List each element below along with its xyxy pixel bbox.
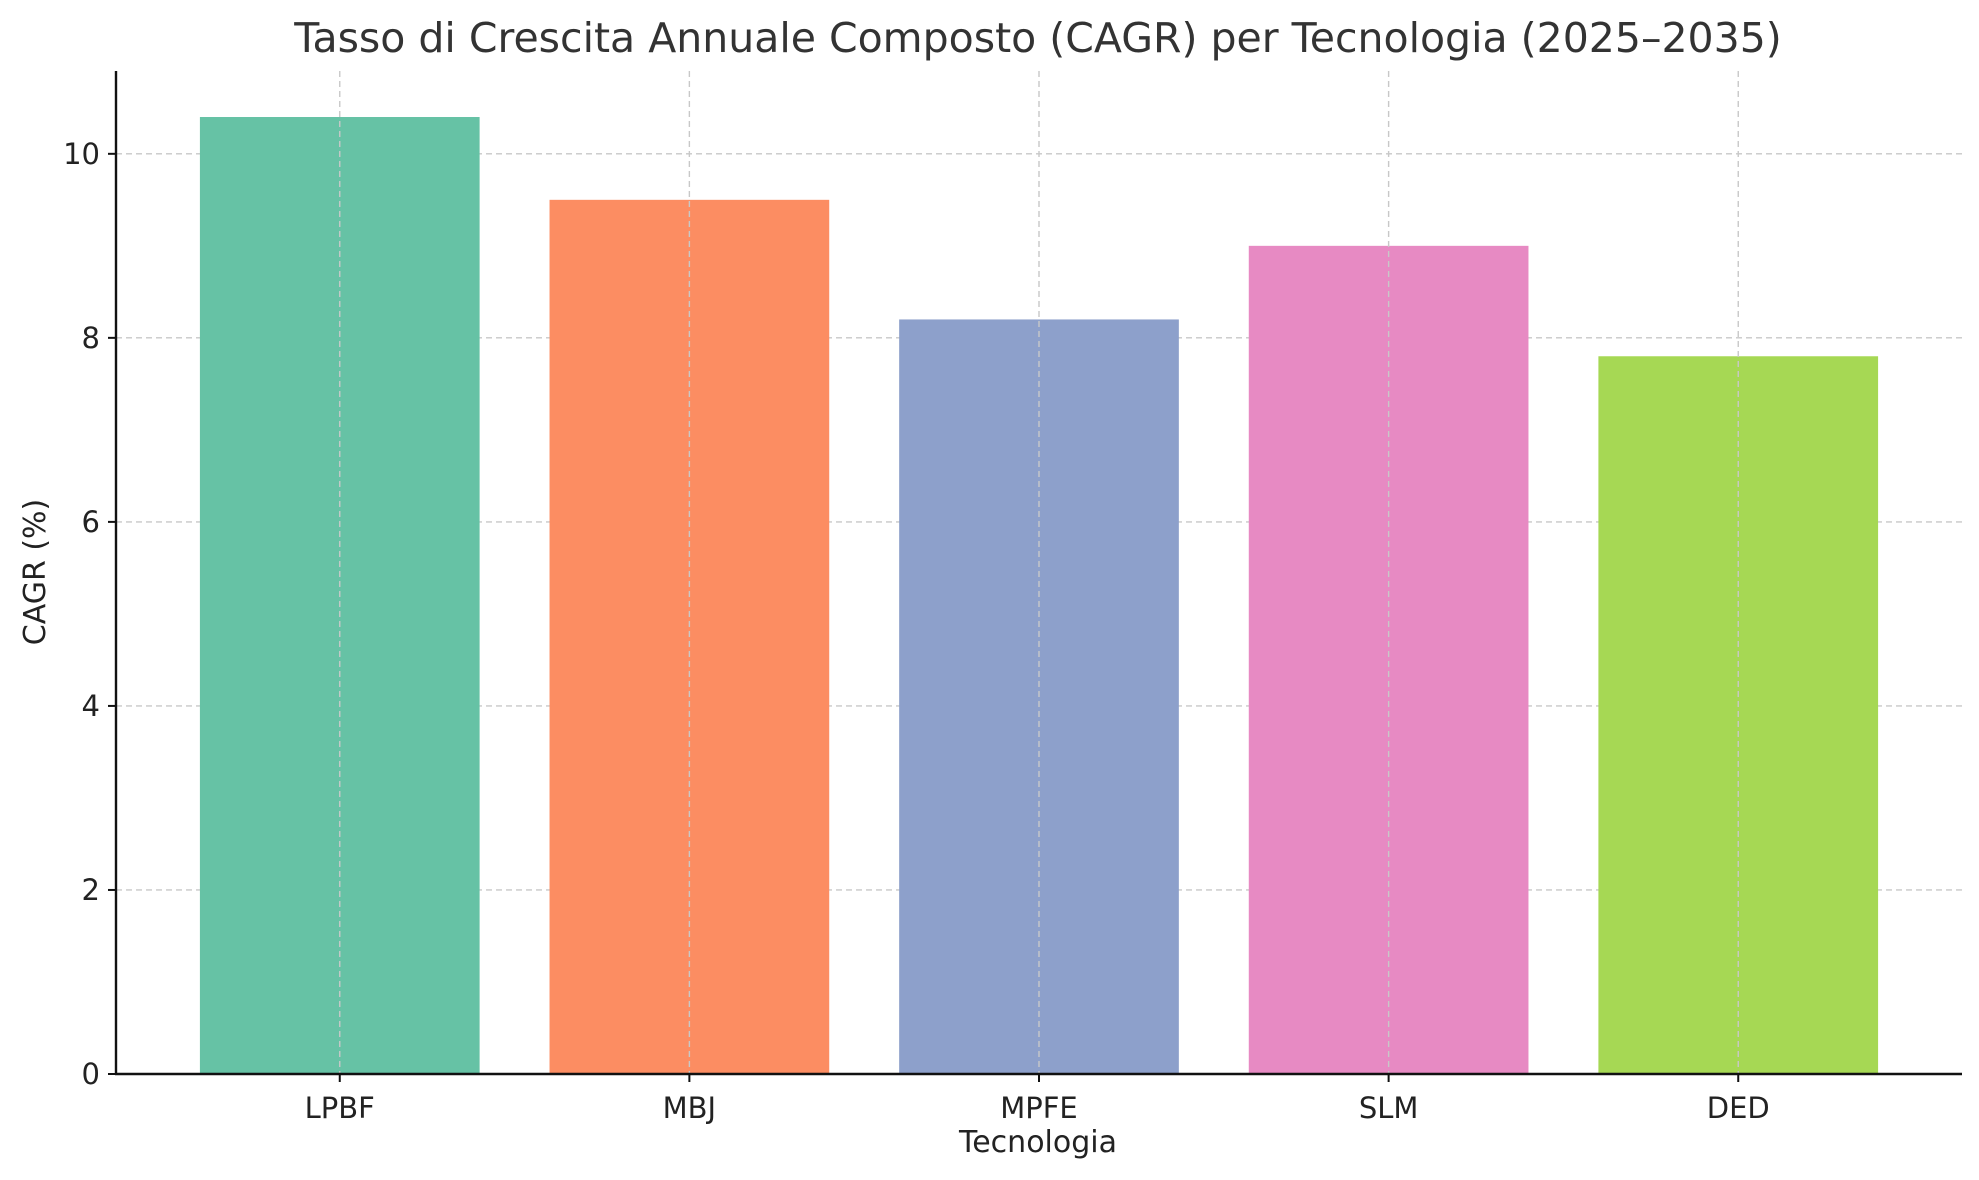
- bar-slm: [1248, 245, 1529, 1075]
- y-axis-label: CAGR (%): [18, 499, 53, 645]
- x-ticks-layer: LPBF MBJ MPFE SLM DED: [305, 1074, 1770, 1125]
- x-grid-layer: [339, 71, 1739, 1074]
- x-tick-label: DED: [1707, 1091, 1770, 1125]
- y-tick-label: 10: [63, 137, 100, 171]
- x-axis-label: Tecnologia: [958, 1125, 1117, 1160]
- y-tick-label: 6: [82, 505, 100, 539]
- y-ticks-layer: 0 2 4 6 8 10: [63, 137, 116, 1091]
- y-tick-label: 2: [82, 873, 100, 907]
- y-tick-label: 4: [82, 689, 100, 723]
- x-tick-label: MPFE: [1000, 1091, 1078, 1125]
- y-tick-label: 0: [82, 1057, 100, 1091]
- chart-title: Tasso di Crescita Annuale Composto (CAGR…: [293, 14, 1782, 62]
- x-tick-label: LPBF: [305, 1091, 375, 1125]
- y-tick-label: 8: [82, 321, 100, 355]
- x-tick-label: SLM: [1359, 1091, 1419, 1125]
- x-tick-label: MBJ: [663, 1091, 716, 1125]
